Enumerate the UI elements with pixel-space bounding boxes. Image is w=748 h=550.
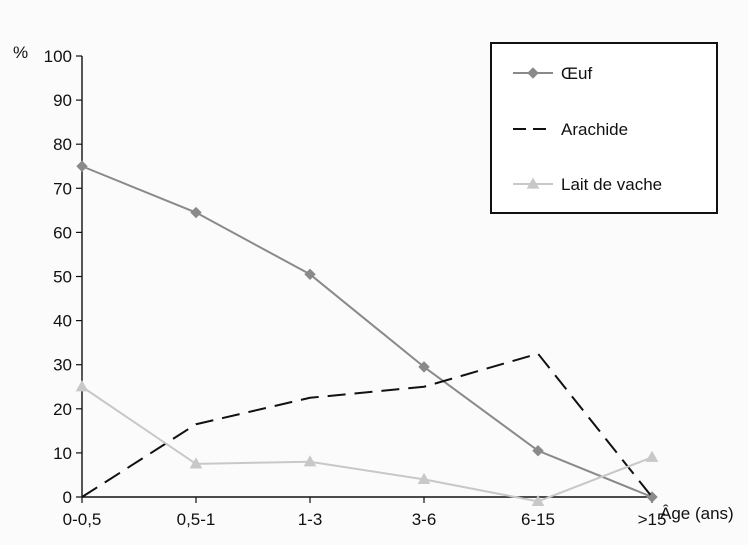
y-tick-label: 30	[53, 356, 72, 375]
legend-label: Œuf	[561, 64, 592, 83]
legend-marker	[526, 177, 540, 189]
legend-item: Lait de vache	[513, 175, 662, 194]
y-tick-label: 10	[53, 444, 72, 463]
x-axis-label: Âge (ans)	[660, 504, 734, 523]
series-layer	[75, 160, 659, 507]
data-point	[304, 268, 316, 281]
y-tick-label: 70	[53, 179, 72, 198]
x-tick-label: 0,5-1	[177, 510, 216, 529]
series-1	[81, 352, 653, 498]
y-axis-label: %	[13, 43, 28, 62]
x-tick-label: 1-3	[298, 510, 323, 529]
legend: Œuf Arachide Lait de vache	[490, 42, 718, 214]
legend-label: Lait de vache	[561, 175, 662, 194]
y-tick-label: 50	[53, 268, 72, 287]
legend-label: Arachide	[561, 120, 628, 139]
data-point	[418, 361, 430, 373]
data-point	[531, 494, 545, 507]
series-line	[81, 352, 653, 498]
y-tick-label: 90	[53, 91, 72, 110]
x-tick-label: 3-6	[412, 510, 437, 529]
series-2	[75, 380, 659, 507]
axes-layer: 0 10 20 30 40 50 60 70 80 90 100 0-0,5 0,5-1 1-3 3-6 6-…	[44, 47, 667, 529]
data-point	[190, 206, 202, 219]
data-point	[532, 444, 544, 457]
y-tick-label: 80	[53, 135, 72, 154]
data-point	[417, 472, 431, 484]
legend-item: Arachide	[513, 120, 628, 139]
series-line	[81, 165, 653, 498]
series-0	[76, 160, 658, 503]
series-line	[81, 385, 653, 503]
legend-item: Œuf	[513, 64, 592, 83]
x-tick-label: 0-0,5	[63, 510, 102, 529]
y-tick-label: 100	[44, 47, 72, 66]
y-tick-label: 0	[63, 488, 72, 507]
y-tick-label: 20	[53, 400, 72, 419]
data-point	[75, 380, 89, 392]
x-tick-label: >15	[638, 510, 667, 529]
labels-layer: % Âge (ans)	[13, 43, 734, 523]
data-point	[645, 450, 659, 462]
legend-marker	[527, 67, 539, 79]
data-point	[303, 455, 317, 467]
y-tick-label: 60	[53, 223, 72, 242]
data-point	[189, 457, 203, 469]
x-tick-label: 6-15	[521, 510, 555, 529]
y-tick-label: 40	[53, 312, 72, 331]
data-point	[76, 160, 88, 172]
